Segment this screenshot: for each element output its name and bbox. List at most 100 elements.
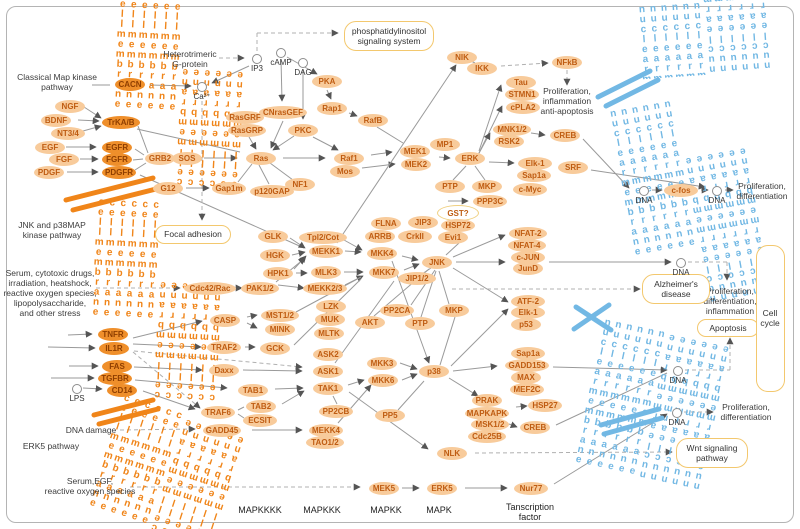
elk-1-node[interactable]: Elk-1 <box>518 156 552 170</box>
srf-node[interactable]: SRF <box>558 160 588 174</box>
cd14-node[interactable]: CD14 <box>107 383 137 397</box>
lzk-node[interactable]: LZK <box>316 299 346 313</box>
site-circle[interactable] <box>712 186 722 196</box>
gadd153-node[interactable]: GADD153 <box>505 358 549 372</box>
hpk1-node[interactable]: HPK1 <box>263 266 293 280</box>
lps-site[interactable]: LPS <box>57 384 97 403</box>
ptp-node[interactable]: PTP <box>435 179 465 193</box>
il1r-node[interactable]: IL1R <box>99 341 129 355</box>
msk1-2-node[interactable]: MSK1/2 <box>470 417 510 431</box>
g12-node[interactable]: G12 <box>153 181 183 195</box>
site-circle[interactable] <box>72 384 82 394</box>
mek1-node[interactable]: MEK1 <box>400 144 430 158</box>
traf2-node[interactable]: TRAF2 <box>207 340 241 354</box>
gck-node[interactable]: GCK <box>260 341 290 355</box>
creb-node[interactable]: CREB <box>550 128 580 142</box>
egf-node[interactable]: EGF <box>35 140 65 154</box>
dag-site[interactable]: DAG <box>283 58 323 77</box>
pp2ca-node[interactable]: PP2CA <box>380 303 414 317</box>
tak1-node[interactable]: TAK1 <box>313 381 343 395</box>
mink-node[interactable]: MINK <box>265 322 295 336</box>
jnk-node[interactable]: JNK <box>422 255 452 269</box>
ptp-node[interactable]: PTP <box>405 316 435 330</box>
rap1-node[interactable]: Rap1 <box>317 101 347 115</box>
site-circle[interactable] <box>676 258 686 268</box>
casp-node[interactable]: CASP <box>210 313 240 327</box>
ppp3c-node[interactable]: PPP3C <box>473 194 507 208</box>
jip1-2-node[interactable]: JIP1/2 <box>397 271 437 285</box>
tao1-2-node[interactable]: TAO1/2 <box>305 435 345 449</box>
c-fos-node[interactable]: c-fos <box>664 183 698 197</box>
mek2-node[interactable]: MEK2 <box>401 157 431 171</box>
hgk-node[interactable]: HGK <box>260 248 290 262</box>
nfkb-node[interactable]: NFkB <box>552 55 582 69</box>
ngf-node[interactable]: NGF <box>55 99 85 113</box>
mkk4-node[interactable]: MKK4 <box>367 246 397 260</box>
site-circle[interactable] <box>197 82 207 92</box>
ecsit-node[interactable]: ECSIT <box>243 413 277 427</box>
tab2-node[interactable]: TAB2 <box>246 399 276 413</box>
tgfbr-node[interactable]: TGFBR <box>98 371 132 385</box>
trka-b-node[interactable]: TrKA/B <box>101 115 141 129</box>
ca-site[interactable]: Ca²⁺ <box>182 82 222 101</box>
tpl2-cot-node[interactable]: Tpl2/Cot <box>299 230 347 244</box>
mos-node[interactable]: Mos <box>330 164 360 178</box>
cacn-node[interactable]: CACN <box>115 77 145 91</box>
tab1-node[interactable]: TAB1 <box>238 383 268 397</box>
nlk-node[interactable]: NLK <box>437 446 467 460</box>
mef2c-node[interactable]: MEF2C <box>510 382 544 396</box>
atf-2-node[interactable]: ATF-2 <box>511 294 545 308</box>
raf1-node[interactable]: Raf1 <box>334 151 364 165</box>
rafb-node[interactable]: RafB <box>358 113 388 127</box>
site-circle[interactable] <box>639 186 649 196</box>
mekk1-node[interactable]: MEKK1 <box>309 244 343 258</box>
bdnf-node[interactable]: BDNF <box>41 113 71 127</box>
mnk1-2-node[interactable]: MNK1/2 <box>492 122 532 136</box>
ip3-site[interactable]: IP3 <box>237 54 277 73</box>
phosphatidylinositol-signaling-system-node[interactable]: phosphatidylinositol signaling system <box>344 21 434 51</box>
nfat-2-node[interactable]: NFAT-2 <box>508 226 548 240</box>
focal-adhesion-node[interactable]: Focal adhesion <box>155 224 231 244</box>
dna-site[interactable]: DNA <box>658 366 698 385</box>
erk5-node[interactable]: ERK5 <box>427 481 457 495</box>
mek5-node[interactable]: MEK5 <box>369 481 399 495</box>
p38-node[interactable]: p38 <box>419 364 449 378</box>
elk-1-node[interactable]: Elk-1 <box>511 305 545 319</box>
rsk2-node[interactable]: RSK2 <box>494 134 524 148</box>
mekk4-node[interactable]: MEKK4 <box>309 423 343 437</box>
site-circle[interactable] <box>673 366 683 376</box>
pka-node[interactable]: PKA <box>312 74 342 88</box>
site-circle[interactable] <box>672 408 682 418</box>
site-circle[interactable] <box>298 58 308 68</box>
sap1a-node[interactable]: Sap1a <box>517 168 551 182</box>
sap1a-node[interactable]: Sap1a <box>511 346 545 360</box>
rasgrp-node[interactable]: RasGRP <box>227 123 267 137</box>
sos-node[interactable]: SOS <box>172 151 202 165</box>
creb-node[interactable]: CREB <box>520 420 550 434</box>
dna-site[interactable]: DNA <box>624 186 664 205</box>
dna-site[interactable]: DNA <box>657 408 697 427</box>
pp2cb-node[interactable]: PP2CB <box>319 404 353 418</box>
glk-node[interactable]: GLK <box>258 229 288 243</box>
arrb-node[interactable]: ARRB <box>365 229 395 243</box>
mltk-node[interactable]: MLTK <box>314 326 344 340</box>
dna-site[interactable]: DNA <box>661 258 701 277</box>
mp1-node[interactable]: MP1 <box>430 137 460 151</box>
pak1-2-node[interactable]: PAK1/2 <box>240 281 280 295</box>
muk-node[interactable]: MUK <box>315 312 345 326</box>
crkii-node[interactable]: CrkII <box>398 229 432 243</box>
mlk3-node[interactable]: MLK3 <box>311 265 341 279</box>
fgf-node[interactable]: FGF <box>49 152 79 166</box>
evi1-node[interactable]: Evi1 <box>438 230 468 244</box>
ask1-node[interactable]: ASK1 <box>313 364 343 378</box>
cnrasgef-node[interactable]: CNrasGEF <box>259 105 307 119</box>
rasgrf-node[interactable]: RasGRF <box>225 110 265 124</box>
grb2-node[interactable]: GRB2 <box>145 151 175 165</box>
nfat-4-node[interactable]: NFAT-4 <box>507 238 547 252</box>
pdgf-node[interactable]: PDGF <box>34 165 64 179</box>
cell-cycle-node[interactable]: Cell cycle <box>755 244 785 392</box>
pkc-node[interactable]: PKC <box>288 123 318 137</box>
nik-node[interactable]: NIK <box>447 50 477 64</box>
stmn1-node[interactable]: STMN1 <box>505 87 539 101</box>
traf6-node[interactable]: TRAF6 <box>201 405 235 419</box>
